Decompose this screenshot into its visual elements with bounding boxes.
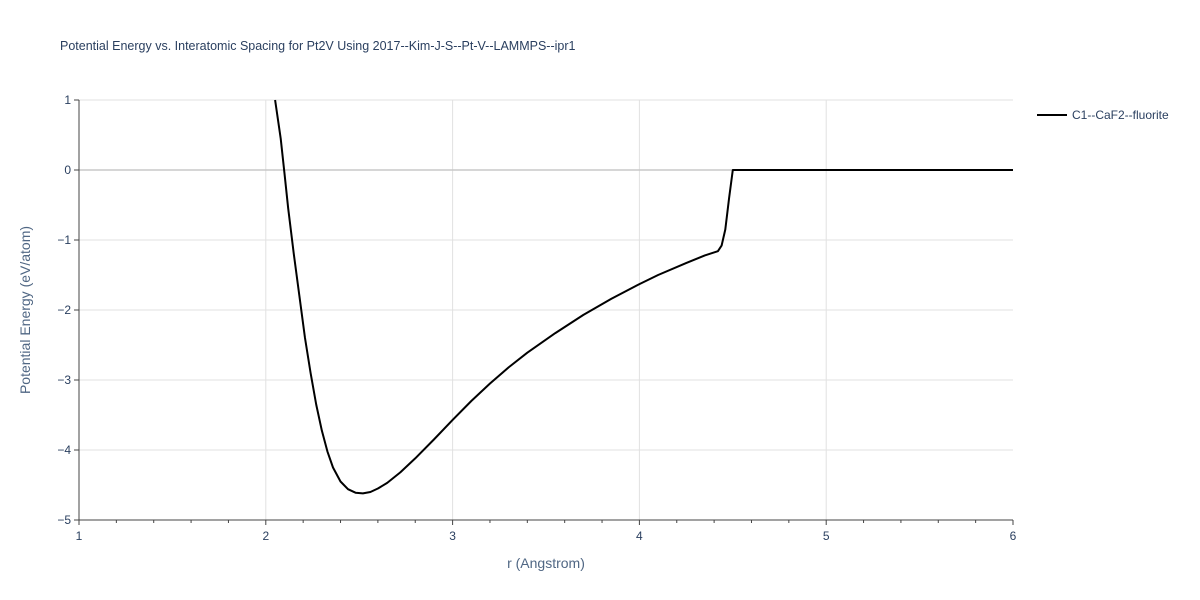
x-axis-ticks: 1 2 3 4 5 6 xyxy=(76,520,1017,543)
series-lines xyxy=(274,99,1013,495)
x-tick-label: 5 xyxy=(823,529,830,543)
series-line xyxy=(274,99,1013,495)
y-tick-label: 1 xyxy=(64,93,71,107)
chart-title: Potential Energy vs. Interatomic Spacing… xyxy=(60,39,576,53)
y-tick-label: −3 xyxy=(57,373,71,387)
y-tick-label: −4 xyxy=(57,443,71,457)
x-axis-label: r (Angstrom) xyxy=(507,555,585,571)
y-tick-label: −2 xyxy=(57,303,71,317)
x-tick-label: 2 xyxy=(262,529,269,543)
x-tick-label: 4 xyxy=(636,529,643,543)
y-axis-ticks: −5 −4 −3 −2 −1 0 1 xyxy=(57,93,79,527)
x-tick-label: 3 xyxy=(449,529,456,543)
x-tick-label: 6 xyxy=(1010,529,1017,543)
y-tick-label: −5 xyxy=(57,513,71,527)
legend-label: C1--CaF2--fluorite xyxy=(1072,108,1169,122)
y-tick-label: −1 xyxy=(57,233,71,247)
y-tick-label: 0 xyxy=(64,163,71,177)
y-axis-label: Potential Energy (eV/atom) xyxy=(17,226,33,394)
legend[interactable]: C1--CaF2--fluorite xyxy=(1037,108,1169,122)
x-tick-label: 1 xyxy=(76,529,83,543)
